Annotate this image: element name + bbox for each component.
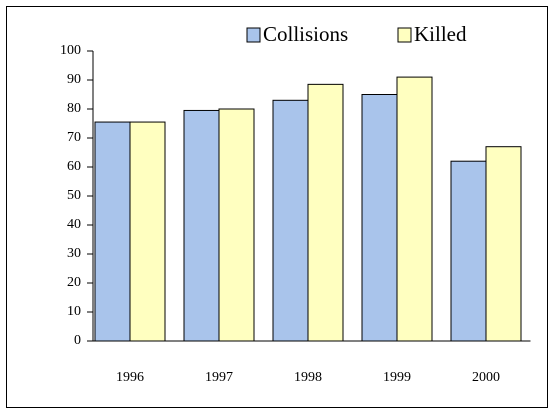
bar: [183, 109, 220, 342]
y-tick-label: 50: [67, 188, 81, 203]
x-tick-label: 1996: [116, 370, 144, 385]
y-tick-label: 80: [67, 101, 81, 116]
legend-text: Killed: [414, 22, 467, 46]
bar: [94, 121, 131, 342]
y-tick-label: 30: [67, 246, 81, 261]
y-tick-label: 100: [60, 43, 81, 58]
y-tick-label: 20: [67, 275, 81, 290]
y-tick-label: 40: [67, 217, 81, 232]
x-tick-label: 2000: [472, 370, 500, 385]
bar: [307, 83, 344, 342]
bar: [218, 108, 255, 342]
bar: [129, 121, 166, 342]
bar: [361, 94, 398, 342]
bar: [485, 146, 522, 342]
y-tick-label: 10: [67, 304, 81, 319]
legend-text: Collisions: [263, 22, 348, 46]
x-tick-label: 1999: [383, 370, 411, 385]
bar: [450, 160, 487, 342]
x-tick-label: 1997: [205, 370, 233, 385]
y-tick-label: 60: [67, 159, 81, 174]
y-tick-label: 0: [74, 333, 81, 348]
bar: [396, 76, 433, 342]
y-tick-label: 70: [67, 130, 81, 145]
y-tick-label: 90: [67, 72, 81, 87]
bar: [272, 99, 309, 342]
x-tick-label: 1998: [294, 370, 322, 385]
legend-swatch: [246, 27, 261, 43]
legend-swatch: [397, 27, 412, 43]
